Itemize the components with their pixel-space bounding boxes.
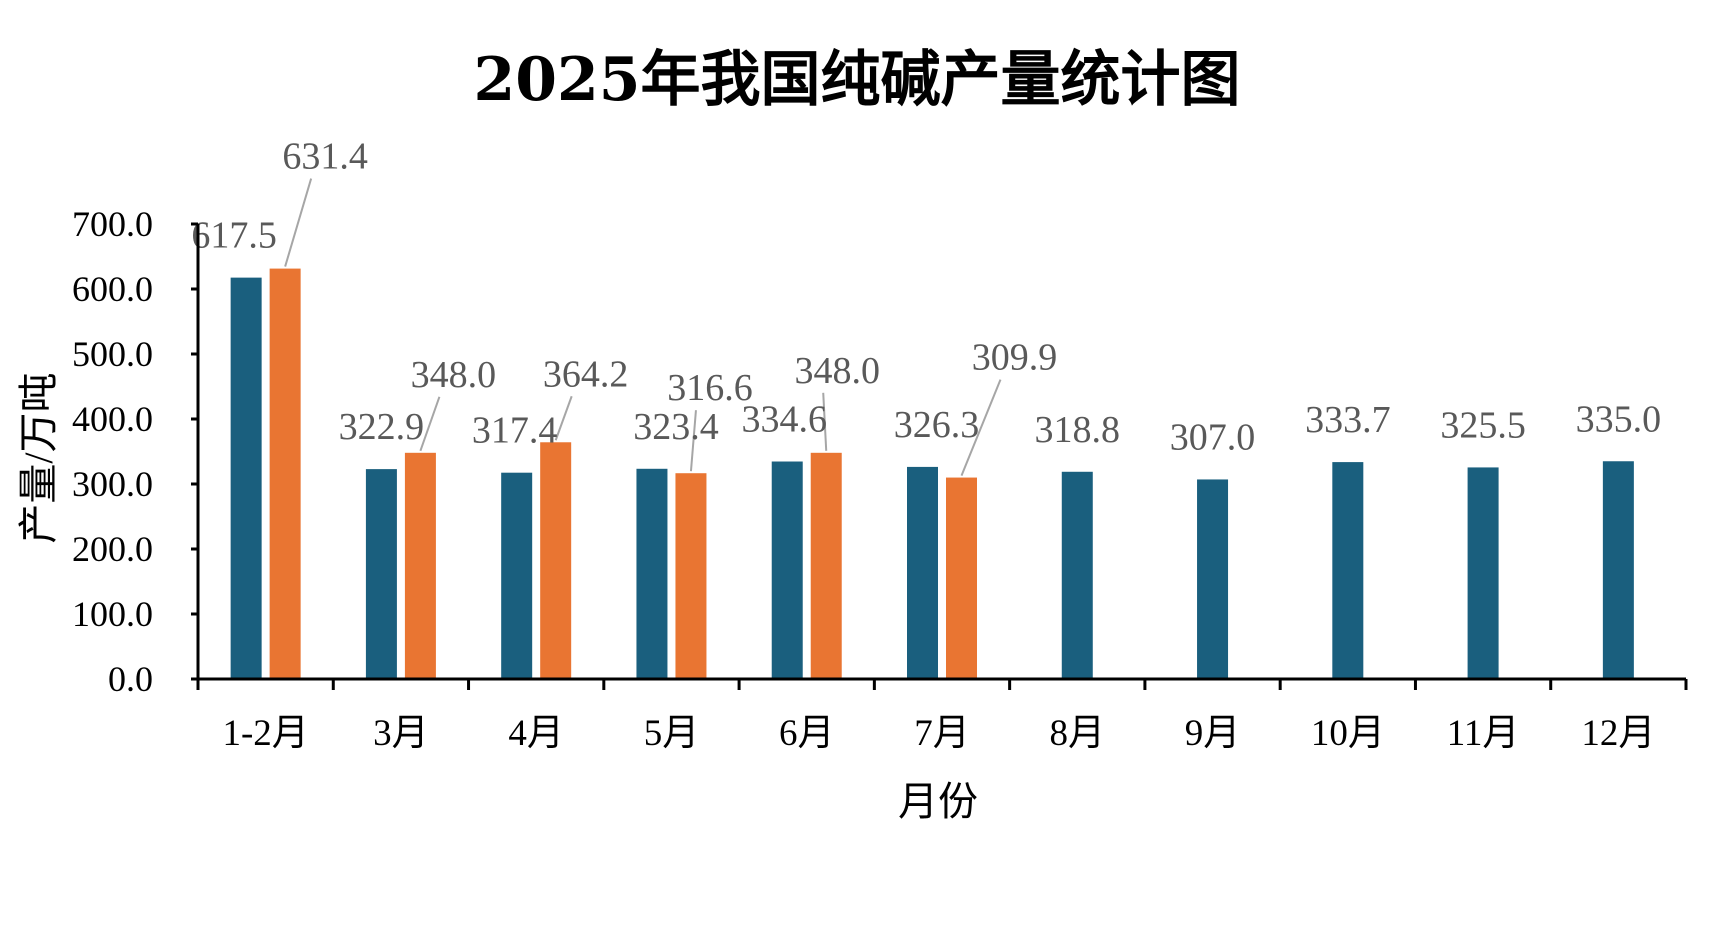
bar — [269, 268, 301, 679]
bar — [1332, 462, 1364, 679]
bar — [907, 466, 938, 679]
data-label: 617.5 — [191, 215, 277, 257]
y-tick-label: 0.0 — [108, 659, 153, 699]
bar — [1197, 479, 1229, 679]
bar — [404, 452, 436, 679]
data-label: 631.4 — [282, 136, 368, 178]
data-label: 316.6 — [667, 367, 753, 409]
data-label: 326.3 — [894, 404, 980, 446]
bar — [1467, 467, 1499, 679]
bar — [501, 472, 533, 679]
bar — [365, 469, 397, 679]
data-label: 323.4 — [633, 406, 719, 448]
y-tick-label: 400.0 — [72, 399, 153, 439]
leader-line — [689, 410, 697, 472]
y-tick-label: 300.0 — [72, 464, 153, 504]
y-tick-label: 500.0 — [72, 334, 153, 374]
bar — [230, 277, 262, 679]
data-label: 318.8 — [1035, 409, 1121, 451]
x-tick-label: 11月 — [1447, 713, 1520, 754]
chart-title: 2025年我国纯碱产量统计图 — [474, 45, 1241, 115]
bar — [675, 473, 707, 679]
x-tick-label: 3月 — [373, 713, 429, 754]
bar — [540, 442, 572, 679]
y-tick-label: 600.0 — [72, 269, 153, 309]
data-label: 348.0 — [794, 350, 880, 392]
x-tick-label: 12月 — [1581, 713, 1655, 754]
x-tick-label: 7月 — [914, 713, 970, 754]
data-label: 333.7 — [1305, 399, 1391, 441]
bar — [1061, 471, 1093, 679]
data-label: 348.0 — [411, 354, 497, 396]
leader-line — [554, 395, 573, 441]
data-label: 322.9 — [339, 406, 425, 448]
leader-line — [284, 178, 313, 267]
x-tick-label: 6月 — [779, 713, 835, 754]
x-tick-label: 8月 — [1050, 713, 1106, 754]
x-tick-label: 9月 — [1185, 713, 1241, 754]
leader-line — [419, 396, 441, 452]
bar — [1602, 461, 1634, 679]
data-label: 334.6 — [741, 399, 827, 441]
data-label: 325.5 — [1440, 404, 1526, 446]
x-axis-label: 月份 — [898, 779, 978, 824]
data-label: 335.0 — [1576, 398, 1662, 440]
x-tick-label: 10月 — [1311, 713, 1385, 754]
data-label: 364.2 — [543, 353, 629, 395]
leader-line — [960, 379, 1002, 476]
data-label: 317.4 — [472, 410, 558, 452]
x-tick-label: 5月 — [644, 713, 700, 754]
x-tick-label: 4月 — [508, 713, 564, 754]
bar — [771, 461, 803, 679]
data-label: 309.9 — [972, 337, 1058, 379]
y-tick-label: 100.0 — [72, 594, 153, 634]
y-tick-label: 200.0 — [72, 529, 153, 569]
x-tick-label: 1-2月 — [222, 713, 308, 754]
bar — [946, 477, 977, 679]
leader-line — [822, 392, 828, 451]
y-axis-label: 产量/万吨 — [16, 372, 61, 543]
data-label: 307.0 — [1170, 416, 1256, 458]
bar — [810, 452, 842, 679]
y-tick-label: 700.0 — [72, 204, 153, 244]
bar — [636, 468, 668, 679]
